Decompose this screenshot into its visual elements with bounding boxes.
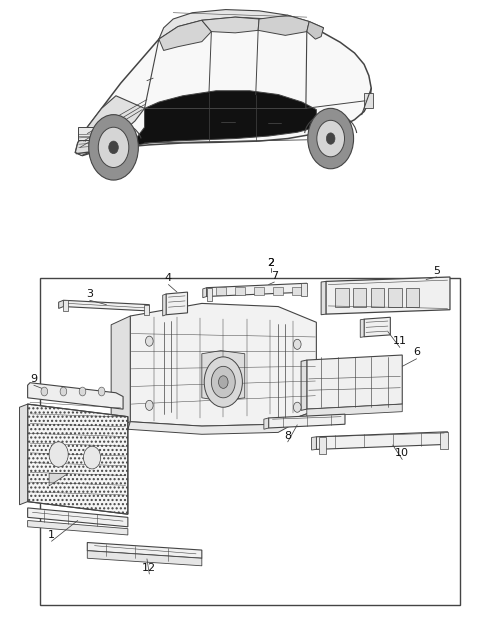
Circle shape	[317, 120, 345, 157]
Bar	[336, 288, 349, 307]
Text: 2: 2	[267, 257, 275, 267]
Polygon shape	[59, 300, 63, 308]
Text: 7: 7	[271, 270, 278, 281]
Circle shape	[89, 114, 138, 180]
Text: 9: 9	[30, 374, 37, 384]
Circle shape	[218, 376, 228, 388]
Circle shape	[211, 367, 235, 398]
Circle shape	[326, 133, 335, 144]
Polygon shape	[269, 414, 345, 428]
Circle shape	[204, 357, 242, 407]
Circle shape	[84, 446, 101, 469]
Text: 6: 6	[413, 348, 420, 358]
Bar	[39, 278, 459, 605]
Text: 4: 4	[165, 273, 172, 283]
Polygon shape	[316, 432, 447, 449]
Circle shape	[145, 400, 153, 410]
Bar	[254, 287, 264, 295]
Circle shape	[79, 387, 86, 396]
Polygon shape	[301, 360, 307, 410]
Bar	[388, 288, 402, 307]
Polygon shape	[326, 277, 450, 314]
Bar	[353, 288, 366, 307]
Polygon shape	[49, 473, 68, 486]
Polygon shape	[166, 292, 188, 315]
Bar	[371, 288, 384, 307]
Circle shape	[98, 387, 105, 396]
Polygon shape	[159, 9, 324, 39]
Polygon shape	[75, 17, 371, 155]
Circle shape	[41, 387, 48, 396]
Polygon shape	[130, 91, 316, 146]
Bar	[292, 287, 302, 295]
Bar	[301, 283, 307, 296]
Bar	[441, 432, 447, 449]
Bar	[274, 287, 283, 295]
Polygon shape	[87, 542, 202, 558]
Text: 8: 8	[284, 430, 291, 441]
Polygon shape	[321, 281, 326, 315]
Polygon shape	[28, 404, 128, 514]
Polygon shape	[202, 351, 245, 401]
Polygon shape	[312, 437, 316, 450]
Polygon shape	[28, 383, 123, 409]
Circle shape	[308, 108, 354, 169]
Polygon shape	[159, 20, 211, 51]
Text: 2: 2	[267, 257, 275, 267]
Polygon shape	[128, 410, 316, 434]
Text: 12: 12	[142, 562, 156, 573]
Bar	[144, 305, 149, 315]
Polygon shape	[307, 404, 402, 416]
Polygon shape	[203, 288, 206, 298]
Polygon shape	[360, 319, 364, 337]
Text: 5: 5	[433, 265, 440, 276]
Bar	[206, 288, 212, 301]
Circle shape	[109, 141, 118, 154]
Bar	[78, 127, 96, 140]
Polygon shape	[307, 355, 402, 409]
Polygon shape	[307, 21, 324, 39]
Circle shape	[60, 387, 67, 396]
Circle shape	[293, 402, 301, 412]
Polygon shape	[364, 317, 390, 337]
Circle shape	[145, 336, 153, 346]
Circle shape	[98, 127, 129, 167]
Bar	[63, 300, 68, 311]
Text: 3: 3	[86, 289, 93, 299]
Polygon shape	[111, 316, 130, 430]
Bar	[319, 437, 326, 454]
Polygon shape	[130, 303, 316, 426]
Polygon shape	[87, 550, 202, 566]
Polygon shape	[258, 15, 309, 35]
Text: 10: 10	[395, 448, 409, 458]
Bar	[364, 94, 372, 108]
Circle shape	[49, 442, 68, 467]
Polygon shape	[206, 283, 307, 296]
Bar	[235, 287, 245, 295]
Polygon shape	[28, 521, 128, 535]
Polygon shape	[163, 294, 166, 316]
Circle shape	[293, 339, 301, 349]
Polygon shape	[63, 300, 149, 311]
Polygon shape	[264, 418, 269, 429]
Polygon shape	[28, 508, 128, 527]
Polygon shape	[202, 17, 259, 33]
Bar	[216, 287, 226, 295]
Polygon shape	[20, 404, 28, 505]
Text: 11: 11	[393, 336, 407, 346]
Bar	[406, 288, 420, 307]
Text: 1: 1	[48, 530, 55, 540]
Polygon shape	[75, 96, 144, 155]
